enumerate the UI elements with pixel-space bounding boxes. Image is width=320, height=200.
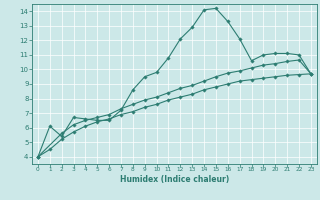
X-axis label: Humidex (Indice chaleur): Humidex (Indice chaleur) xyxy=(120,175,229,184)
